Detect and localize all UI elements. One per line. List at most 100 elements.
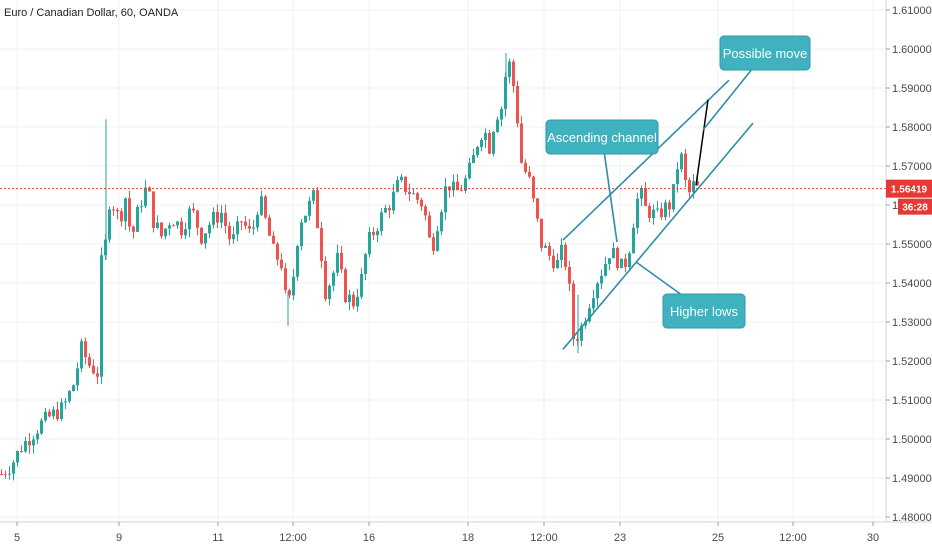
candle-body bbox=[484, 132, 487, 140]
candle-body bbox=[508, 61, 511, 78]
candle-body bbox=[284, 268, 287, 291]
candle-body bbox=[656, 208, 659, 210]
candle-body bbox=[452, 181, 455, 191]
candle-body bbox=[292, 276, 295, 296]
candle-body bbox=[668, 202, 671, 210]
candle-body bbox=[380, 212, 383, 232]
candle-body bbox=[616, 247, 619, 269]
candle-body bbox=[252, 227, 255, 229]
annotation-callout[interactable]: Ascending channel bbox=[545, 119, 659, 243]
candle-body bbox=[240, 221, 243, 223]
candle-body bbox=[276, 243, 279, 260]
candle-body bbox=[52, 409, 55, 417]
candle-body bbox=[268, 217, 271, 236]
candle-body bbox=[112, 209, 115, 211]
candle-body bbox=[92, 365, 95, 374]
candle-body bbox=[636, 198, 639, 228]
y-tick-label: 1.52000 bbox=[892, 356, 932, 368]
candle-body bbox=[216, 211, 219, 223]
annotation-callout[interactable]: Higher lows bbox=[635, 261, 746, 329]
candle-body bbox=[528, 171, 531, 177]
time-axis[interactable]: 5 9 11 12:00 16 18 12:00 23 25 12:00 30 bbox=[0, 521, 932, 550]
candle-body bbox=[524, 162, 527, 172]
candle-body bbox=[120, 211, 123, 222]
candle-body bbox=[68, 391, 71, 402]
candle-body bbox=[0, 474, 3, 476]
candle-body bbox=[556, 259, 559, 269]
x-tick-label: 23 bbox=[614, 532, 626, 544]
x-tick-label: 30 bbox=[867, 532, 879, 544]
candle-body bbox=[220, 212, 223, 223]
candle-body bbox=[520, 123, 523, 163]
candle-body bbox=[356, 296, 359, 307]
y-tick-label: 1.53000 bbox=[892, 317, 932, 329]
x-tick-label: 25 bbox=[712, 532, 724, 544]
candle-body bbox=[172, 225, 175, 227]
candle-body bbox=[400, 176, 403, 181]
candle-body bbox=[444, 186, 447, 213]
candle-body bbox=[180, 221, 183, 236]
candle-body bbox=[572, 283, 575, 340]
candle-body bbox=[488, 132, 491, 154]
candle-body bbox=[568, 266, 571, 284]
candle-body bbox=[264, 196, 267, 218]
candle-body bbox=[684, 153, 687, 180]
channel-line bbox=[562, 79, 730, 241]
candle-body bbox=[344, 269, 347, 302]
candle-body bbox=[100, 255, 103, 377]
candle-body bbox=[620, 258, 623, 269]
candle-body bbox=[420, 199, 423, 207]
candle-body bbox=[408, 191, 411, 195]
candle-body bbox=[228, 226, 231, 240]
y-tick-label: 1.48000 bbox=[892, 512, 932, 524]
candle-body bbox=[460, 190, 463, 192]
candle-body bbox=[376, 231, 379, 236]
candle-body bbox=[140, 206, 143, 208]
candle-body bbox=[536, 198, 539, 219]
candle-body bbox=[472, 155, 475, 163]
candle-body bbox=[336, 252, 339, 273]
candle-body bbox=[512, 61, 515, 87]
y-tick-label: 1.49000 bbox=[892, 473, 932, 485]
candle-body bbox=[644, 188, 647, 206]
x-tick-label: 5 bbox=[14, 532, 20, 544]
candle-body bbox=[308, 200, 311, 216]
candle-body bbox=[604, 264, 607, 276]
candle-body bbox=[428, 215, 431, 238]
candle-body bbox=[88, 357, 91, 366]
candle-body bbox=[48, 411, 51, 417]
candle-body bbox=[248, 225, 251, 229]
y-tick-label: 1.50000 bbox=[892, 434, 932, 446]
price-axis[interactable]: 1.48000 1.49000 1.50000 1.51000 1.52000 1.530… bbox=[885, 0, 932, 524]
callout-box bbox=[662, 293, 746, 329]
annotation-callout[interactable]: Possible move bbox=[702, 35, 811, 131]
y-tick-label: 1.61000 bbox=[892, 5, 932, 17]
candle-body bbox=[116, 209, 119, 212]
candle-body bbox=[384, 207, 387, 213]
candle-body bbox=[16, 451, 19, 463]
candle-body bbox=[432, 237, 435, 251]
candle-body bbox=[404, 176, 407, 192]
x-tick-label: 12:00 bbox=[530, 532, 558, 544]
callout-box bbox=[545, 119, 659, 155]
y-tick-label: 1.58000 bbox=[892, 122, 932, 134]
candle-body bbox=[164, 228, 167, 237]
candle-body bbox=[392, 191, 395, 211]
x-tick-label: 12:00 bbox=[279, 532, 307, 544]
candle-body bbox=[600, 275, 603, 284]
candle-body bbox=[256, 214, 259, 228]
candle-body bbox=[184, 229, 187, 236]
y-tick-label: 1.54000 bbox=[892, 278, 932, 290]
candle-body bbox=[168, 225, 171, 229]
candle-body bbox=[660, 208, 663, 218]
candle-body bbox=[348, 294, 351, 302]
candle-body bbox=[412, 193, 415, 195]
candle-body bbox=[272, 235, 275, 244]
candle-body bbox=[12, 462, 15, 474]
candle-body bbox=[152, 191, 155, 228]
candle-body bbox=[648, 205, 651, 218]
candle-body bbox=[500, 109, 503, 120]
candle-body bbox=[8, 473, 11, 475]
candle-body bbox=[280, 259, 283, 269]
